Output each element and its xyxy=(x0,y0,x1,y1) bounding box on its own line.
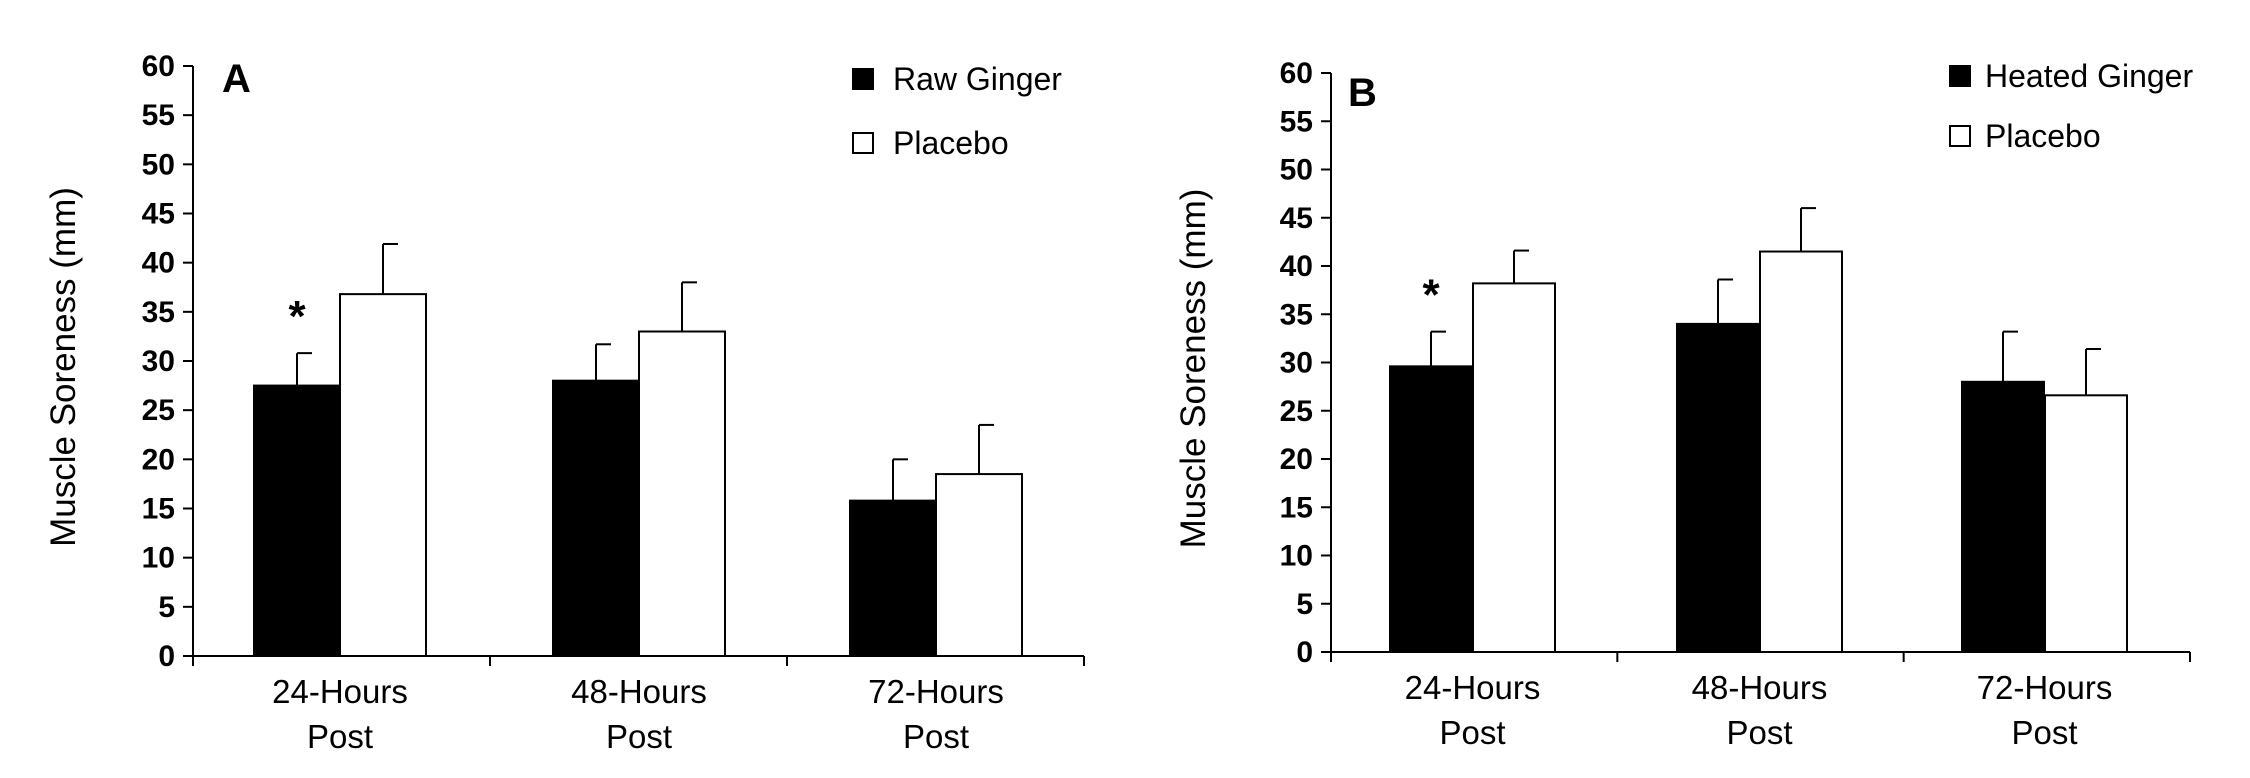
bar-placebo-0 xyxy=(339,293,427,657)
y-tick-label: 55 xyxy=(142,99,175,132)
y-tick-label: 35 xyxy=(1280,298,1313,331)
bar-heated-ginger-2 xyxy=(1961,380,2045,653)
bar-placebo-2 xyxy=(2044,394,2128,653)
y-tick-label: 20 xyxy=(142,443,175,476)
legend-label: Heated Ginger xyxy=(1985,58,2193,94)
y-tick-label: 35 xyxy=(142,296,175,329)
y-axis-title: Muscle Soreness (mm) xyxy=(1174,189,1213,549)
y-tick-label: 55 xyxy=(1280,105,1313,138)
bar-placebo-1 xyxy=(638,330,726,657)
legend-swatch xyxy=(852,132,874,154)
x-tick-label: Post xyxy=(903,718,969,755)
y-tick-label: 45 xyxy=(1280,202,1313,235)
x-tick-label: 24-Hours xyxy=(1405,669,1541,706)
panel-label: B xyxy=(1348,71,1377,115)
y-tick-label: 60 xyxy=(1280,57,1313,90)
y-tick-label: 10 xyxy=(1280,540,1313,573)
y-tick-label: 15 xyxy=(142,493,175,526)
y-tick-label: 30 xyxy=(1280,347,1313,380)
bar-raw-ginger-0 xyxy=(253,384,341,657)
bar-heated-ginger-0 xyxy=(1389,365,1473,653)
y-axis-title: Muscle Soreness (mm) xyxy=(44,187,83,547)
y-tick-label: 0 xyxy=(1296,636,1313,669)
x-tick-label: Post xyxy=(2011,714,2077,751)
x-tick-label: Post xyxy=(1726,714,1792,751)
legend-label: Placebo xyxy=(1985,118,2101,154)
y-tick-label: 45 xyxy=(142,198,175,231)
y-tick-label: 5 xyxy=(158,591,175,624)
y-tick-label: 25 xyxy=(142,394,175,427)
panel-label: A xyxy=(222,57,251,101)
y-tick-label: 15 xyxy=(1280,491,1313,524)
bar-raw-ginger-1 xyxy=(552,379,640,657)
x-tick-label: 48-Hours xyxy=(571,673,707,710)
y-tick-label: 50 xyxy=(142,148,175,181)
y-tick-label: 40 xyxy=(142,247,175,280)
chart-panel-a: 0 5 10 15 20 25 30 35 40 45 50 55 60 Muscle Soreness … xyxy=(44,50,1085,755)
x-tick-label: Post xyxy=(1439,714,1505,751)
bar-raw-ginger-2 xyxy=(849,499,937,657)
legend-swatch xyxy=(1949,125,1971,147)
y-tick-label: 60 xyxy=(142,50,175,83)
significance-marker: * xyxy=(288,292,306,341)
chart-panel-b: 0 5 10 15 20 25 30 35 40 45 50 55 60 Muscle Soreness … xyxy=(1174,57,2193,751)
y-tick-label: 10 xyxy=(142,542,175,575)
x-tick-label: 72-Hours xyxy=(868,673,1004,710)
legend-swatch xyxy=(1949,65,1971,87)
bar-placebo-1 xyxy=(1759,250,1843,653)
bar-placebo-0 xyxy=(1472,282,1556,653)
x-tick-label: 48-Hours xyxy=(1692,669,1828,706)
legend-label: Raw Ginger xyxy=(893,61,1062,97)
y-tick-label: 5 xyxy=(1296,588,1313,621)
y-tick-label: 30 xyxy=(142,345,175,378)
significance-marker: * xyxy=(1422,271,1440,320)
bar-placebo-2 xyxy=(935,473,1023,658)
legend-label: Placebo xyxy=(893,125,1009,161)
legend-swatch xyxy=(852,68,874,90)
y-tick-label: 0 xyxy=(158,640,175,673)
x-tick-label: Post xyxy=(606,718,672,755)
y-tick-label: 25 xyxy=(1280,395,1313,428)
x-tick-label: 24-Hours xyxy=(272,673,408,710)
y-tick-label: 20 xyxy=(1280,443,1313,476)
x-tick-label: Post xyxy=(307,718,373,755)
y-tick-label: 40 xyxy=(1280,250,1313,283)
x-tick-label: 72-Hours xyxy=(1977,669,2113,706)
y-tick-label: 50 xyxy=(1280,154,1313,187)
bar-heated-ginger-1 xyxy=(1676,322,1760,653)
